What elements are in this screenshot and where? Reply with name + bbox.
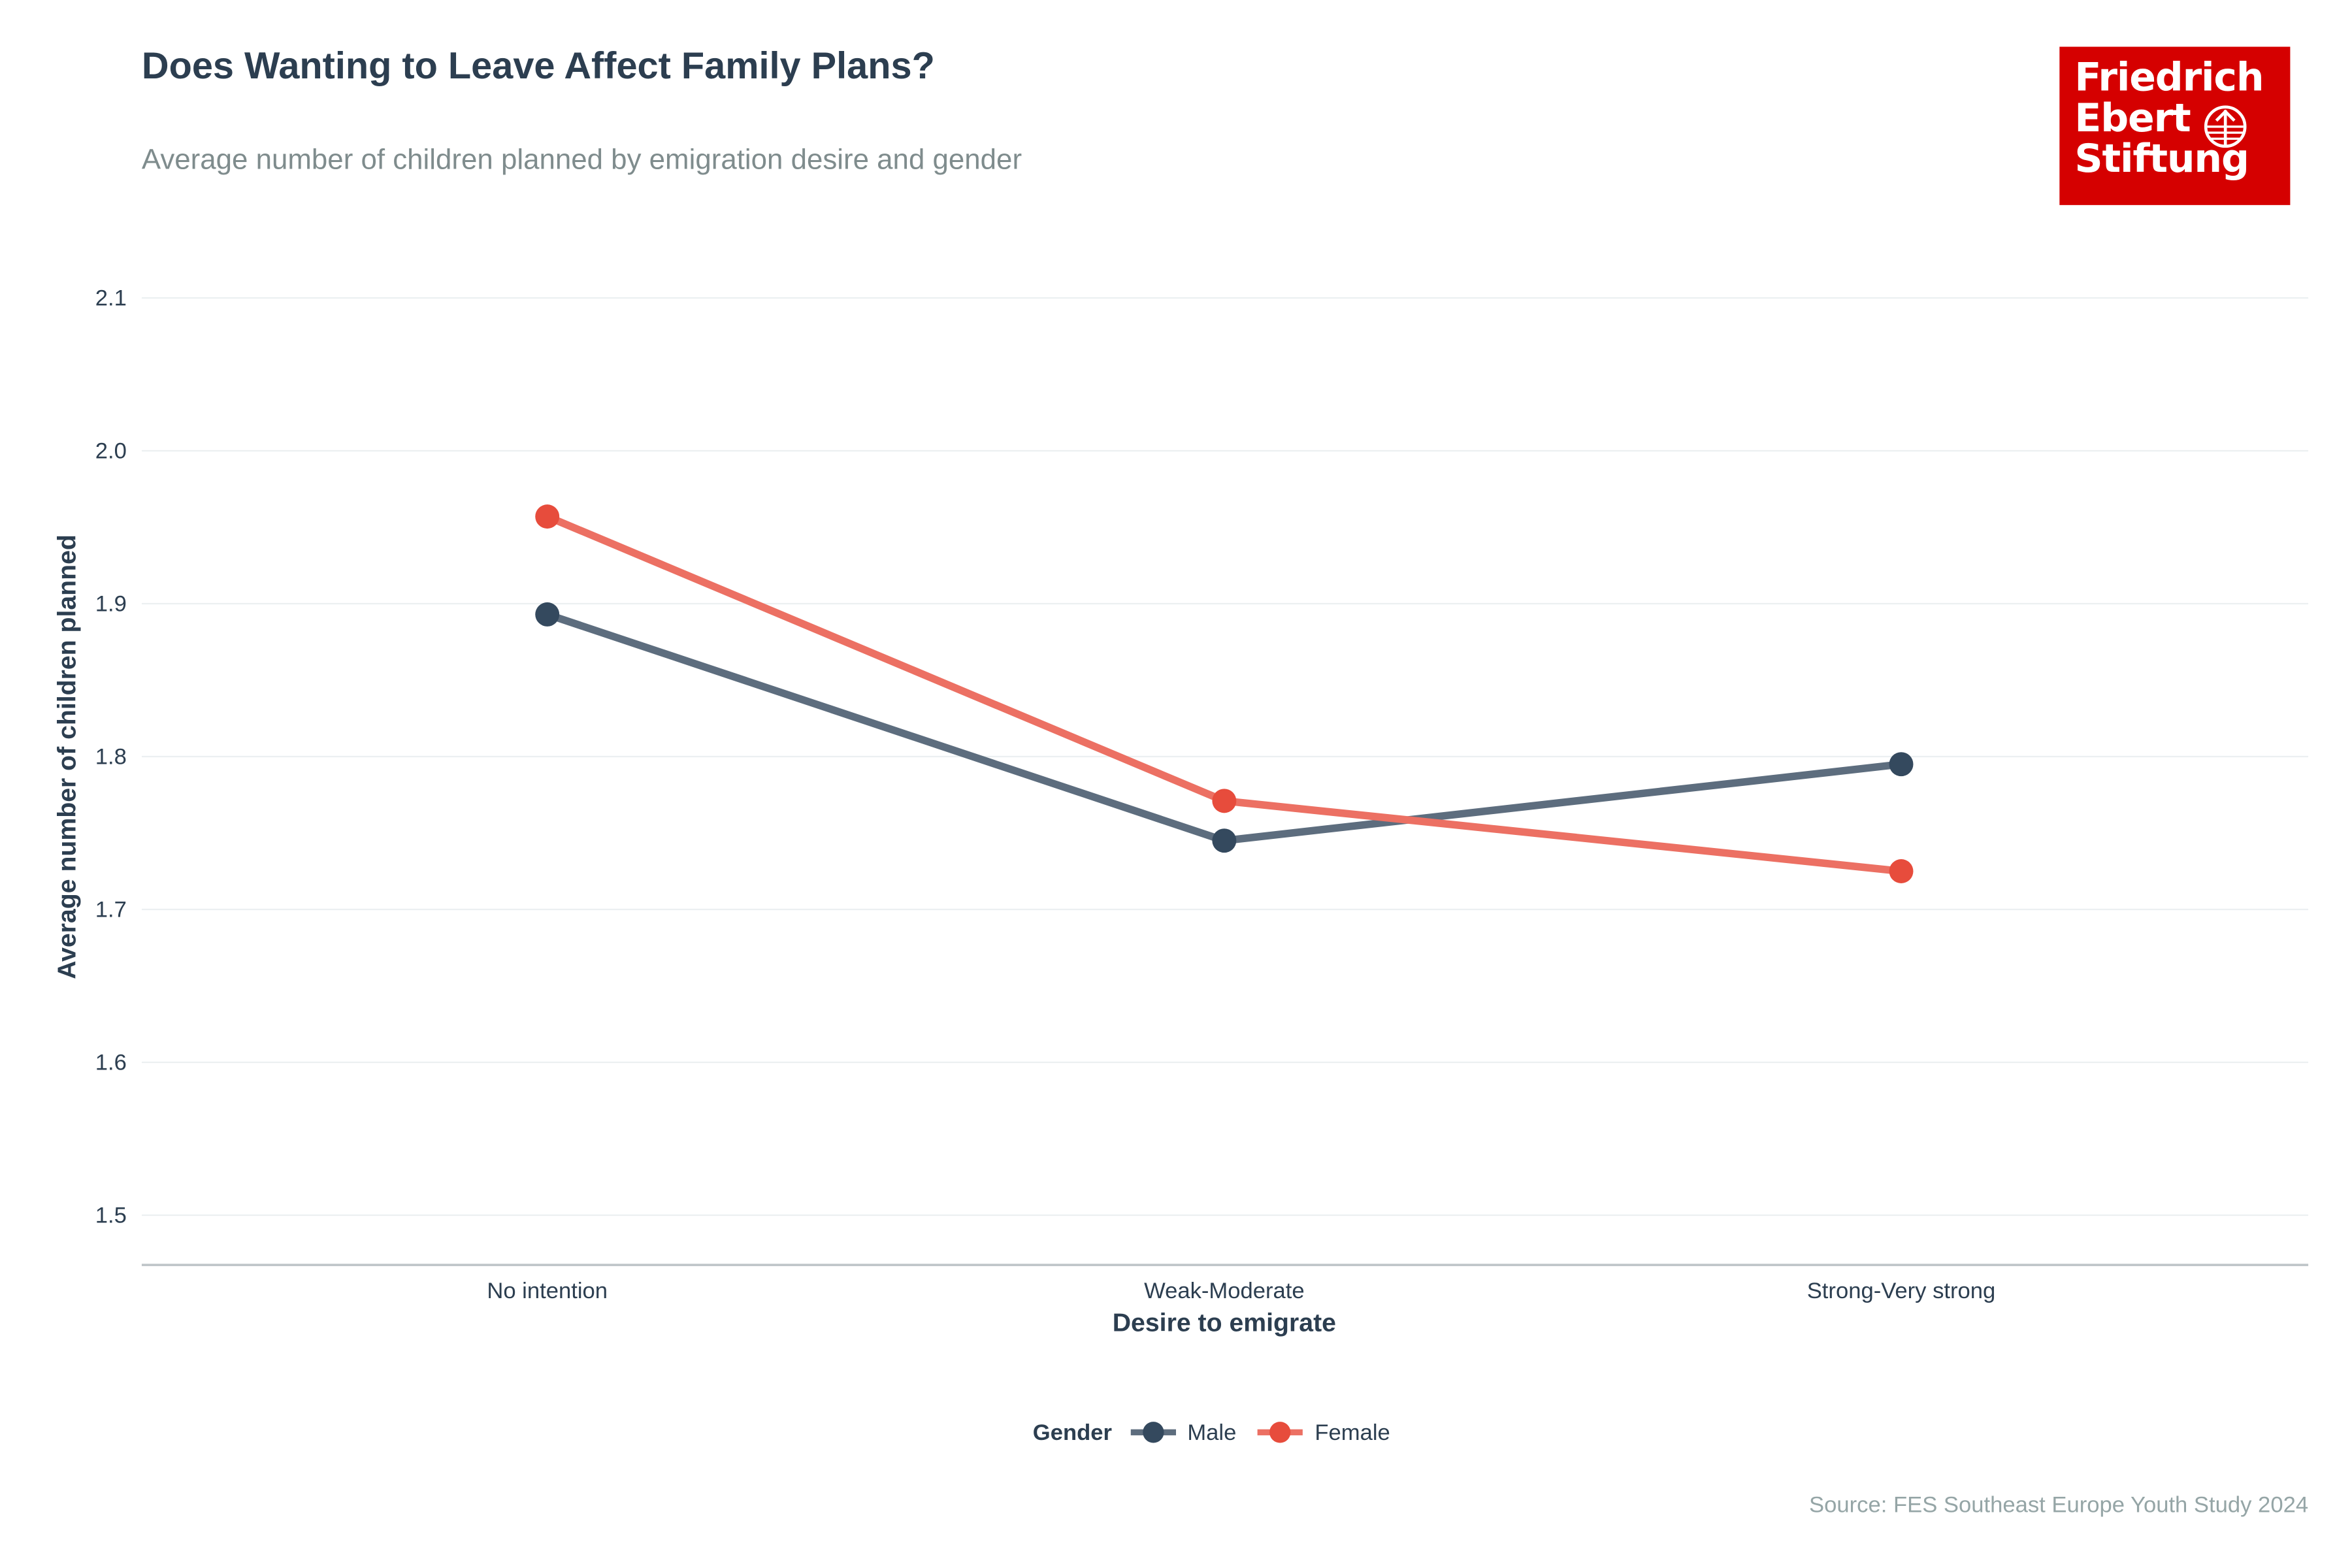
legend-label-female: Female <box>1315 1419 1390 1445</box>
chart-subtitle: Average number of children planned by em… <box>141 144 1022 177</box>
series-line-female <box>546 513 1902 875</box>
data-point-female <box>1889 859 1914 883</box>
x-tick-label: Strong-Very strong <box>1807 1279 1996 1303</box>
y-tick-label: 1.5 <box>95 1203 127 1228</box>
legend-key-female <box>1257 1417 1303 1447</box>
x-axis-title: Desire to emigrate <box>1113 1309 1336 1337</box>
y-tick-label: 2.1 <box>95 286 127 311</box>
y-tick-label: 1.7 <box>95 898 127 923</box>
legend-title: Gender <box>1032 1419 1112 1445</box>
y-tick-label: 1.9 <box>95 592 127 617</box>
y-tick-label: 2.0 <box>95 439 127 464</box>
data-point-male <box>1889 752 1914 777</box>
y-axis-title: Average number of children planned <box>52 534 81 979</box>
chart-title: Does Wanting to Leave Affect Family Plan… <box>141 45 935 88</box>
logo-emblem-icon <box>2204 105 2247 148</box>
data-point-female <box>535 504 560 529</box>
x-tick-label: No intention <box>487 1279 608 1303</box>
fes-logo: Friedrich Ebert Stiftung <box>2059 46 2291 205</box>
data-point-male <box>535 602 560 627</box>
x-tick-label: Weak-Moderate <box>1144 1279 1305 1303</box>
y-tick-label: 1.6 <box>95 1051 127 1075</box>
legend: Gender Male Female <box>1033 1417 1411 1447</box>
data-point-female <box>1212 789 1237 813</box>
y-tick-label: 1.8 <box>95 745 127 770</box>
source-caption: Source: FES Southeast Europe Youth Study… <box>1809 1492 2309 1518</box>
data-point-male <box>1212 828 1237 853</box>
legend-label-male: Male <box>1187 1419 1237 1445</box>
legend-key-male <box>1130 1417 1175 1447</box>
